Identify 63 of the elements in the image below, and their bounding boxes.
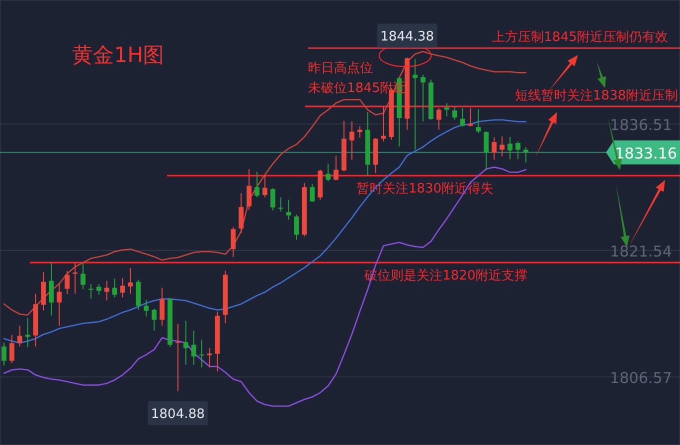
candlestick — [326, 163, 331, 182]
candlestick — [476, 108, 481, 134]
candlestick — [183, 320, 188, 366]
candlestick — [207, 348, 212, 368]
candlestick — [64, 270, 70, 295]
candlestick — [444, 102, 450, 117]
candlestick — [492, 136, 497, 160]
candlestick — [48, 262, 54, 316]
candlestick — [334, 155, 338, 181]
candlestick — [56, 282, 62, 326]
candlestick — [262, 174, 268, 198]
candlestick — [452, 106, 458, 120]
candlestick — [310, 184, 315, 202]
candlestick — [420, 74, 426, 122]
candlestick — [508, 136, 512, 160]
y-tick-label: 1806.57 — [610, 368, 672, 387]
candlestick — [436, 108, 442, 130]
candlestick — [294, 214, 299, 240]
price-label: 1844.38 — [377, 24, 438, 48]
candlestick — [254, 171, 260, 198]
annotation: 1844.38 — [380, 30, 434, 45]
candlestick — [9, 334, 14, 364]
candlestick — [144, 299, 149, 317]
candlestick — [88, 284, 94, 300]
candlestick — [120, 278, 126, 298]
ref-line-label: 上方压制1845附近压制仍有效 — [492, 29, 668, 46]
candlestick — [230, 226, 236, 258]
candlestick — [412, 58, 418, 150]
candlestick — [25, 318, 30, 348]
candlestick — [500, 136, 505, 157]
candlestick — [2, 342, 6, 366]
annotation: 1804.88 — [151, 407, 205, 422]
candlestick — [286, 199, 292, 220]
candlestick — [468, 108, 473, 127]
ref-line-label: 短线暂时关注1838附近压制 — [514, 88, 678, 104]
candlestick — [523, 146, 528, 163]
candlestick — [104, 280, 110, 301]
candlestick — [128, 268, 133, 294]
candlestick — [460, 108, 466, 127]
candlestick — [238, 192, 244, 234]
candlestick — [191, 330, 196, 366]
candlestick — [278, 196, 284, 212]
candlestick — [160, 287, 165, 326]
candlestick — [484, 130, 489, 171]
annotation: 昨日高点位 — [308, 60, 373, 76]
y-tick-label: 1821.54 — [610, 242, 672, 260]
candlestick — [270, 188, 276, 211]
ref-line-label: 1833.16 — [614, 144, 678, 162]
candlestick — [175, 323, 180, 392]
candlestick — [199, 339, 204, 368]
candlestick — [96, 284, 102, 296]
candlestick — [72, 262, 78, 294]
text: 黄金1H图 — [72, 43, 164, 67]
candlestick — [349, 120, 354, 160]
price-label: 1804.88 — [148, 401, 208, 426]
candlestick — [515, 140, 520, 160]
y-tick-label: 1836.51 — [610, 116, 672, 134]
candlestick — [246, 168, 252, 210]
candlestick — [41, 272, 46, 311]
candlestick — [136, 279, 141, 310]
candlestick — [112, 278, 118, 298]
candlestick — [152, 308, 157, 331]
candlestick — [80, 262, 86, 290]
